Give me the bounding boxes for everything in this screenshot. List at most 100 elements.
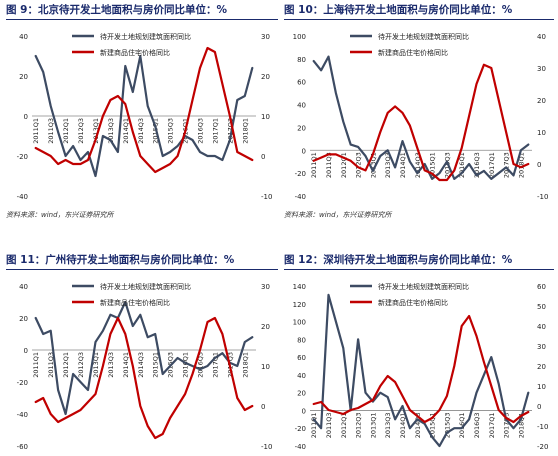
- chart-panel: 图 12：深圳待开发土地面积与房价同比单位：% 140 120 100 80 60 40 2…: [284, 252, 554, 456]
- x-tick-label: 2016Q1: [458, 412, 466, 438]
- chart-panel: 图 11：广州待开发土地面积与房价同比单位：% 40 20 0 -20 -40 -60 30…: [6, 252, 278, 456]
- x-tick-label: 2014Q3: [414, 412, 422, 438]
- x-tick-label: 2017Q1: [488, 152, 496, 178]
- y-left-tick-label: -40: [17, 411, 28, 419]
- y-left-tick-label: -60: [17, 443, 28, 451]
- y-right-tick-label: 30: [537, 65, 546, 73]
- x-tick-label: 2014Q3: [137, 118, 145, 144]
- legend-label: 新建商品住宅价格同比: [378, 298, 448, 307]
- x-tick-label: 2018Q1: [241, 118, 249, 144]
- y-left-tick-label: 80: [297, 336, 306, 344]
- x-tick-label: 2014Q1: [399, 152, 407, 178]
- y-left-tick-label: 40: [19, 33, 28, 41]
- x-tick-label: 2016Q3: [473, 152, 481, 178]
- x-tick-label: 2016Q3: [473, 412, 481, 438]
- chart-canvas: 140120100806040200-20-406050403020100-10…: [293, 282, 549, 451]
- y-right-tick-label: 50: [537, 303, 546, 311]
- x-tick-label: 2011Q3: [325, 412, 333, 438]
- x-tick-label: 2012Q3: [355, 412, 363, 438]
- series-price-line: [312, 314, 530, 424]
- x-tick-label: 2011Q1: [32, 352, 40, 378]
- x-tick-label: 2017Q1: [488, 412, 496, 438]
- y-left-tick-label: -20: [295, 425, 306, 433]
- x-tick-label: 2014Q1: [399, 412, 407, 438]
- y-left-tick-label: 0: [24, 113, 28, 121]
- y-left-tick-label: -40: [295, 193, 306, 201]
- x-tick-label: 2015Q1: [429, 152, 437, 178]
- chart-title: 图 12：深圳待开发土地面积与房价同比单位：%: [284, 254, 513, 266]
- series-price-line: [34, 316, 254, 440]
- x-tick-label: 2014Q3: [414, 152, 422, 178]
- y-right-tick-label: 10: [537, 383, 546, 391]
- x-tick-label: 2013Q1: [92, 118, 100, 144]
- y-left-tick-label: 140: [293, 283, 306, 291]
- x-tick-label: 2017Q3: [226, 118, 234, 144]
- y-left-tick-label: -40: [17, 193, 28, 201]
- y-right-tick-label: 0: [261, 153, 265, 161]
- x-tick-label: 2015Q1: [152, 352, 160, 378]
- title-rule: [6, 19, 278, 20]
- x-tick-label: 2011Q3: [47, 352, 55, 378]
- y-left-tick-label: 100: [293, 319, 306, 327]
- y-right-tick-label: 0: [261, 403, 265, 411]
- x-tick-label: 2011Q1: [310, 152, 318, 178]
- series-land-area-line: [312, 55, 530, 180]
- x-tick-label: 2011Q3: [325, 152, 333, 178]
- y-right-tick-label: -20: [537, 443, 548, 451]
- x-tick-label: 2018Q1: [241, 352, 249, 378]
- y-right-tick-label: 20: [261, 323, 270, 331]
- legend-label: 新建商品住宅价格同比: [378, 48, 448, 57]
- x-tick-label: 2016Q1: [182, 352, 190, 378]
- y-left-tick-label: 0: [302, 147, 306, 155]
- x-tick-label: 2013Q1: [92, 352, 100, 378]
- legend-label: 待开发土地规划建筑面积同比: [378, 282, 469, 291]
- y-right-tick-label: 40: [537, 323, 546, 331]
- y-right-tick-label: 10: [261, 363, 270, 371]
- x-tick-label: 2015Q3: [443, 412, 451, 438]
- y-left-tick-label: 40: [19, 283, 28, 291]
- y-left-tick-label: 80: [297, 56, 306, 64]
- x-tick-label: 2013Q3: [107, 352, 115, 378]
- legend-label: 新建商品住宅价格同比: [100, 298, 170, 307]
- x-tick-label: 2017Q1: [211, 352, 219, 378]
- x-tick-label: 2016Q1: [458, 152, 466, 178]
- y-right-tick-label: 30: [537, 343, 546, 351]
- title-rule: [6, 269, 278, 270]
- x-tick-label: 2011Q3: [47, 118, 55, 144]
- x-tick-label: 2017Q1: [211, 118, 219, 144]
- legend-label: 新建商品住宅价格同比: [100, 48, 170, 57]
- y-right-tick-label: 40: [537, 33, 546, 41]
- x-tick-label: 2011Q1: [310, 412, 318, 438]
- x-tick-label: 2013Q1: [369, 412, 377, 438]
- title-rule: [284, 19, 554, 20]
- y-left-tick-label: -20: [17, 153, 28, 161]
- chart-canvas: 40 20 0 -20 -40 30 20 10 0 -10 2011Q1 2011Q3 2012Q1 2…: [17, 32, 273, 201]
- x-tick-label: 2012Q1: [62, 352, 70, 378]
- y-left-tick-label: 40: [297, 372, 306, 380]
- y-left-tick-label: 40: [297, 102, 306, 110]
- x-tick-label: 2011Q1: [32, 118, 40, 144]
- series-land-area-line: [34, 300, 254, 416]
- series-price-line: [312, 63, 530, 182]
- chart-canvas: 40 20 0 -20 -40 -60 30 20 10 0 -10 2011Q1 2011Q3 2012…: [17, 282, 273, 451]
- y-left-tick-label: -20: [17, 379, 28, 387]
- legend-label: 待开发土地规划建筑面积同比: [100, 32, 191, 41]
- y-left-tick-label: 120: [293, 301, 306, 309]
- x-tick-label: 2013Q1: [369, 152, 377, 178]
- y-right-tick-label: -10: [537, 423, 548, 431]
- y-right-tick-label: 0: [537, 403, 541, 411]
- y-left-tick-label: 60: [297, 79, 306, 87]
- source-note: 资料来源：wind，东兴证券研究所: [284, 211, 392, 219]
- legend-label: 待开发土地规划建筑面积同比: [378, 32, 469, 41]
- chart-panel: 图 9：北京待开发土地面积与房价同比单位：% 40 20 0 -20 -40 30 20 10…: [6, 2, 278, 226]
- x-tick-label: 2012Q1: [340, 152, 348, 178]
- y-left-tick-label: -20: [295, 170, 306, 178]
- y-right-tick-label: 60: [537, 283, 546, 291]
- legend-label: 待开发土地规划建筑面积同比: [100, 282, 191, 291]
- series-land-area-line: [312, 293, 530, 448]
- y-left-tick-label: 0: [302, 407, 306, 415]
- x-tick-label: 2015Q1: [429, 412, 437, 438]
- y-right-tick-label: 20: [537, 363, 546, 371]
- chart-title: 图 11：广州待开发土地面积与房价同比单位：%: [6, 254, 235, 266]
